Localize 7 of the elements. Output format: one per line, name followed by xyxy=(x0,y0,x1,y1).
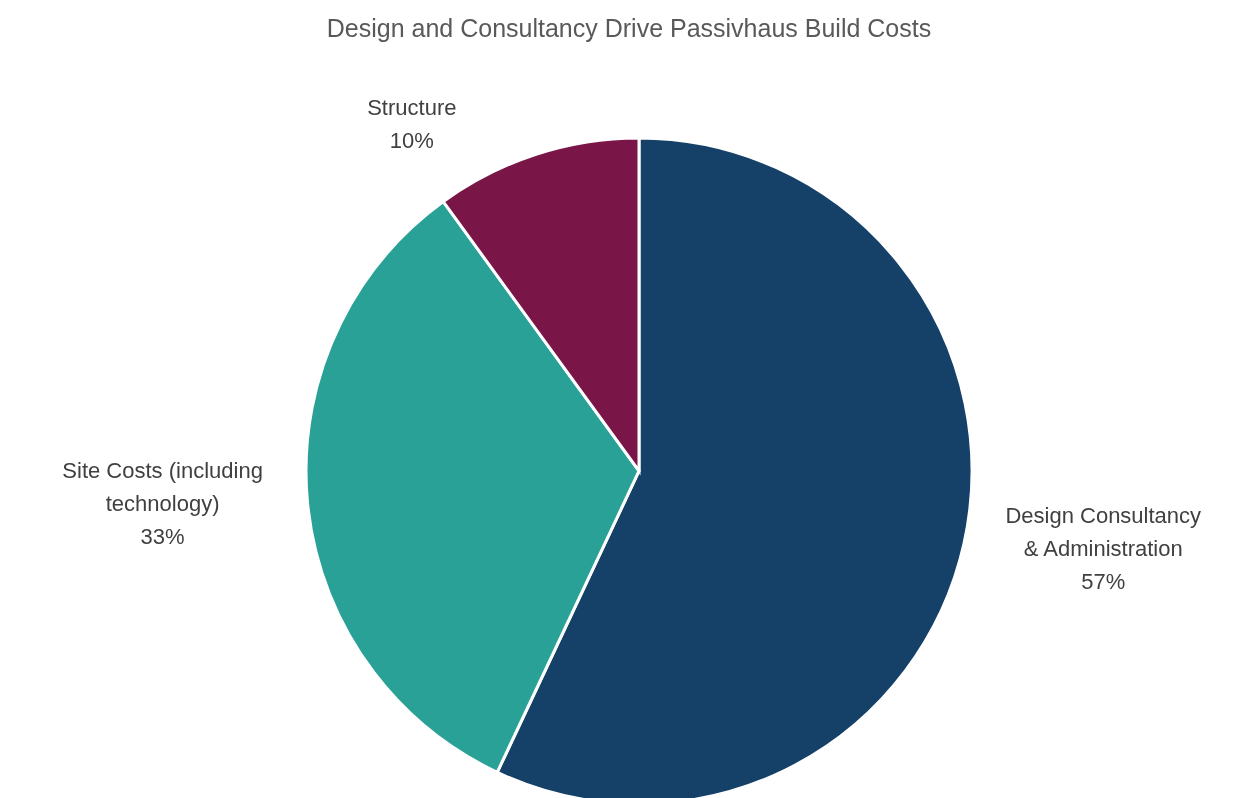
data-label: 33% xyxy=(140,523,185,549)
chart-title: Design and Consultancy Drive Passivhaus Build Costs xyxy=(325,14,933,43)
slice-label: Design Consultancy & Administration xyxy=(1005,502,1202,561)
data-label: 10% xyxy=(389,127,434,153)
slice-label: Site Costs (including technology) xyxy=(62,457,263,516)
slice-label: Structure xyxy=(367,94,457,120)
data-label: 57% xyxy=(1081,568,1126,594)
